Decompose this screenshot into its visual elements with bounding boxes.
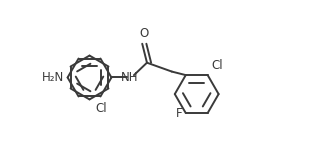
Text: Cl: Cl [96,102,108,115]
Text: NH: NH [121,71,138,84]
Text: O: O [140,27,149,40]
Text: H₂N: H₂N [42,71,64,84]
Text: F: F [175,106,182,120]
Text: Cl: Cl [211,59,223,72]
